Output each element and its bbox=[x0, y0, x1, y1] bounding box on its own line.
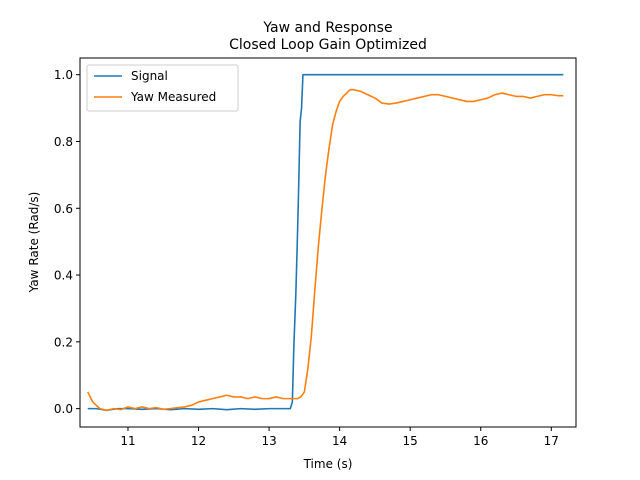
series-line-yaw-measured bbox=[87, 88, 564, 412]
series-line-signal bbox=[87, 73, 564, 412]
x-tick-label: 15 bbox=[403, 434, 418, 448]
legend-label-signal: Signal bbox=[131, 69, 168, 83]
x-tick-label: 16 bbox=[473, 434, 488, 448]
legend-label-yaw-measured: Yaw Measured bbox=[130, 90, 216, 104]
chart-title-line1: Yaw and Response bbox=[262, 20, 392, 36]
x-axis-label: Time (s) bbox=[303, 457, 353, 471]
axes-frame bbox=[79, 57, 577, 428]
y-tick-label: 0.6 bbox=[54, 202, 73, 216]
y-tick-label: 0.4 bbox=[54, 269, 73, 283]
x-tick-label: 11 bbox=[120, 434, 135, 448]
y-tick-label: 1.0 bbox=[54, 68, 73, 82]
y-tick-label: 0.2 bbox=[54, 335, 73, 349]
y-tick-label: 0.0 bbox=[54, 402, 73, 416]
x-tick-label: 17 bbox=[544, 434, 559, 448]
plot-area bbox=[79, 57, 577, 428]
y-axis-label: Yaw Rate (Rad/s) bbox=[27, 192, 41, 294]
series-layer bbox=[87, 73, 564, 412]
x-tick-label: 14 bbox=[332, 434, 347, 448]
x-tick-label: 12 bbox=[191, 434, 206, 448]
legend: Signal Yaw Measured bbox=[86, 64, 239, 112]
x-axis-ticks: 11 12 13 14 15 16 17 bbox=[120, 427, 559, 448]
y-tick-label: 0.8 bbox=[54, 135, 73, 149]
chart-title-line2: Closed Loop Gain Optimized bbox=[229, 37, 427, 53]
x-tick-label: 13 bbox=[261, 434, 276, 448]
y-axis-ticks: 0.0 0.2 0.4 0.6 0.8 1.0 bbox=[54, 68, 80, 416]
legend-box bbox=[86, 64, 239, 112]
